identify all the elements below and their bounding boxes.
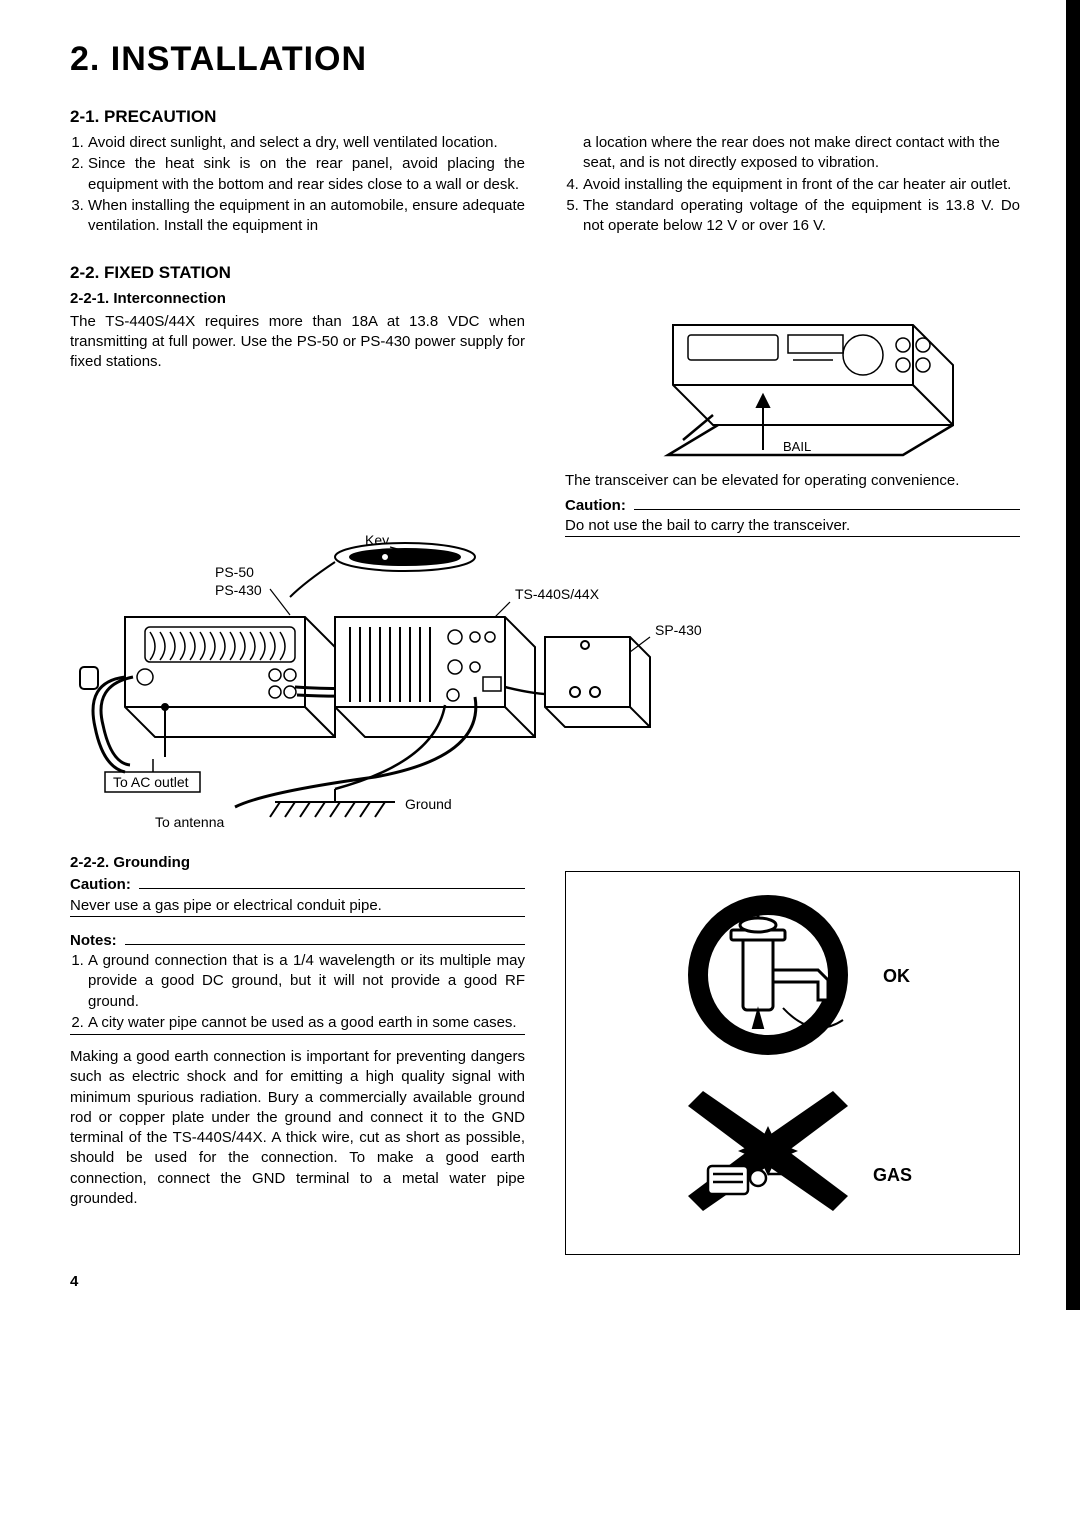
precaution-right-col: a location where the rear does not make …	[565, 133, 1020, 237]
faucet-ok-figure: OK	[578, 890, 1007, 1060]
precaution-item-5: The standard operating voltage of the eq…	[583, 196, 1020, 237]
ok-label: OK	[883, 966, 910, 986]
grounding-right-col: OK	[565, 853, 1020, 1255]
caution-title-2: Caution:	[70, 875, 131, 895]
ps430-label: PS-430	[215, 582, 262, 598]
fixed-left-col: 2-2-1. Interconnection The TS-440S/44X r…	[70, 289, 525, 537]
gas-label: GAS	[873, 1165, 912, 1185]
fixed-station-section: 2-2. FIXED STATION 2-2-1. Interconnectio…	[70, 263, 1020, 537]
fixed-right-col: BAIL The transceiver can be elevated for…	[565, 289, 1020, 537]
ts-label: TS-440S/44X	[515, 586, 600, 602]
caution-text-2: Never use a gas pipe or electrical condu…	[70, 896, 525, 916]
sp-label: SP-430	[655, 622, 702, 638]
grounding-heading: 2-2-2. Grounding	[70, 853, 525, 873]
note-2: A city water pipe cannot be used as a go…	[88, 1013, 525, 1033]
bail-caption: The transceiver can be elevated for oper…	[565, 471, 1020, 491]
page-scan-edge	[1066, 0, 1080, 1310]
precaution-section: 2-1. PRECAUTION Avoid direct sunlight, a…	[70, 107, 1020, 237]
precaution-item-3-cont: a location where the rear does not make …	[565, 133, 1020, 174]
precaution-item-4: Avoid installing the equipment in front …	[583, 175, 1020, 195]
interconnection-figure: Key PS-50 PS-430 TS-440S/44X SP-430	[70, 527, 1020, 847]
notes-title: Notes:	[70, 931, 117, 951]
section-title: 2. INSTALLATION	[70, 40, 1020, 79]
interconnection-para: The TS-440S/44X requires more than 18A a…	[70, 312, 525, 373]
precaution-heading: 2-1. PRECAUTION	[70, 107, 1020, 127]
gas-x-figure: GAS	[578, 1066, 1007, 1236]
precaution-item-3: When installing the equipment in an auto…	[88, 196, 525, 237]
bail-figure: BAIL	[565, 295, 1020, 465]
interconnection-heading: 2-2-1. Interconnection	[70, 289, 525, 309]
precaution-left-col: Avoid direct sunlight, and select a dry,…	[70, 133, 525, 237]
ps50-label: PS-50	[215, 564, 254, 580]
grounding-section: 2-2-2. Grounding Caution: Never use a ga…	[70, 853, 1020, 1255]
page-number: 4	[70, 1273, 1020, 1290]
bail-label: BAIL	[783, 439, 811, 454]
precaution-item-2: Since the heat sink is on the rear panel…	[88, 154, 525, 195]
fixed-heading: 2-2. FIXED STATION	[70, 263, 1020, 283]
precaution-item-1: Avoid direct sunlight, and select a dry,…	[88, 133, 525, 153]
ground-label: Ground	[405, 796, 452, 812]
antenna-label: To antenna	[155, 814, 224, 830]
note-1: A ground connection that is a 1/4 wavele…	[88, 951, 525, 1012]
caution-title-1: Caution:	[565, 496, 626, 516]
ac-outlet-label: To AC outlet	[113, 774, 189, 790]
grounding-para: Making a good earth connection is import…	[70, 1047, 525, 1209]
grounding-left-col: 2-2-2. Grounding Caution: Never use a ga…	[70, 853, 525, 1255]
